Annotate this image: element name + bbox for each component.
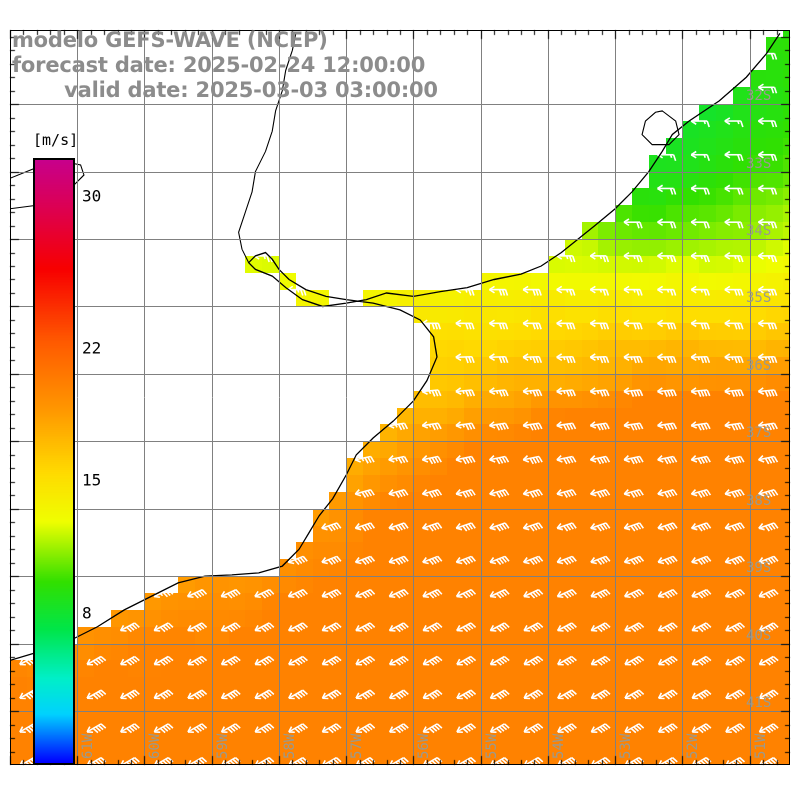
- colorbar[interactable]: [33, 158, 75, 765]
- wind-speed-field-canvas[interactable]: [10, 30, 790, 765]
- colorbar-gradient: [35, 160, 73, 763]
- map-plot-area[interactable]: [10, 30, 790, 765]
- colorbar-units-label: [m/s]: [33, 131, 79, 149]
- colorbar-tick-22: 22: [82, 338, 102, 358]
- colorbar-tick-30: 30: [82, 186, 102, 206]
- colorbar-tick-8: 8: [82, 603, 92, 623]
- colorbar-tick-15: 15: [82, 470, 102, 490]
